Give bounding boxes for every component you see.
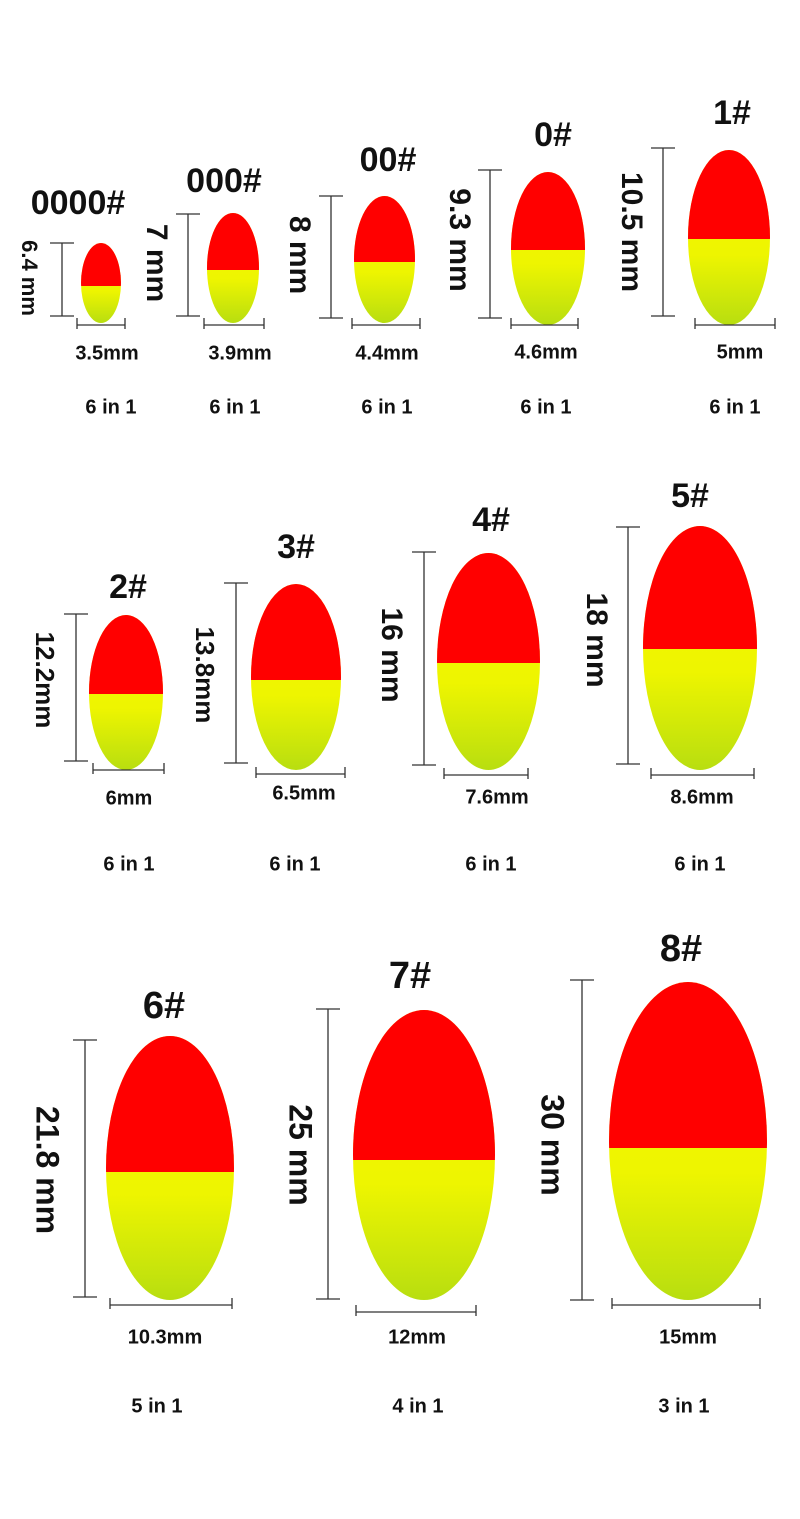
pack-label: 6 in 1 (85, 396, 136, 418)
height-label: 18 mm (580, 592, 613, 687)
float-red-top (437, 553, 540, 663)
float-item: 1# 10.5 mm 5mm 6 in 1 (615, 94, 776, 418)
pack-label: 5 in 1 (131, 1395, 182, 1417)
height-label: 10.5 mm (615, 172, 648, 292)
float-red-top (207, 213, 259, 270)
size-label: 4# (472, 501, 510, 539)
float-item: 5# 18 mm 8.6mm 6 in 1 (580, 477, 757, 875)
width-label: 4.6mm (514, 341, 577, 363)
pack-label: 6 in 1 (709, 396, 760, 418)
float-item: 3# 13.8mm 6.5mm 6 in 1 (190, 528, 346, 875)
height-label: 13.8mm (190, 627, 220, 724)
float-red-top (106, 1036, 234, 1172)
height-label: 21.8 mm (30, 1106, 66, 1234)
pack-label: 3 in 1 (658, 1395, 709, 1417)
float-item: 0000# 6.4 mm 3.5mm 6 in 1 (17, 184, 139, 418)
width-label: 5mm (717, 341, 764, 363)
float-item: 8# 30 mm 15mm 3 in 1 (535, 928, 767, 1417)
size-label: 1# (713, 94, 751, 132)
pack-label: 6 in 1 (209, 396, 260, 418)
height-label: 8 mm (283, 216, 316, 294)
height-label: 6.4 mm (17, 240, 42, 316)
pack-label: 6 in 1 (103, 853, 154, 875)
pack-label: 6 in 1 (465, 853, 516, 875)
pack-label: 4 in 1 (392, 1395, 443, 1417)
width-label: 15mm (659, 1326, 717, 1348)
width-label: 12mm (388, 1326, 446, 1348)
width-label: 8.6mm (670, 786, 733, 808)
size-label: 00# (360, 141, 417, 179)
size-label: 000# (186, 162, 262, 200)
float-item: 00# 8 mm 4.4mm 6 in 1 (283, 141, 421, 418)
float-red-top (353, 1010, 495, 1160)
height-label: 25 mm (283, 1104, 319, 1205)
float-item: 7# 25 mm 12mm 4 in 1 (283, 955, 495, 1417)
height-label: 16 mm (375, 607, 408, 702)
height-label: 30 mm (535, 1094, 571, 1195)
size-label: 3# (277, 528, 315, 566)
pack-label: 6 in 1 (361, 396, 412, 418)
width-label: 6mm (106, 787, 153, 809)
size-label: 5# (671, 477, 709, 515)
float-red-top (511, 172, 585, 250)
float-red-top (643, 526, 757, 649)
float-red-top (89, 615, 163, 694)
float-red-top (609, 982, 767, 1148)
size-label: 8# (660, 928, 702, 970)
float-item: 0# 9.3 mm 4.6mm 6 in 1 (443, 116, 585, 418)
width-label: 6.5mm (272, 782, 335, 804)
float-red-top (251, 584, 341, 680)
float-red-top (81, 243, 121, 286)
float-item: 4# 16 mm 7.6mm 6 in 1 (375, 501, 540, 875)
width-label: 4.4mm (355, 342, 418, 364)
height-label: 12.2mm (30, 632, 60, 729)
size-label: 2# (109, 568, 147, 606)
pack-label: 6 in 1 (674, 853, 725, 875)
width-label: 10.3mm (128, 1326, 203, 1348)
float-red-top (688, 150, 770, 239)
size-label: 0000# (31, 184, 126, 222)
float-item: 6# 21.8 mm 10.3mm 5 in 1 (30, 985, 234, 1417)
width-label: 3.9mm (208, 342, 271, 364)
float-red-top (354, 196, 415, 262)
float-item: 2# 12.2mm 6mm 6 in 1 (30, 568, 165, 875)
height-label: 7 mm (140, 224, 173, 302)
size-label: 7# (389, 955, 431, 997)
size-label: 0# (534, 116, 572, 154)
pack-label: 6 in 1 (269, 853, 320, 875)
width-label: 3.5mm (75, 342, 138, 364)
float-item: 000# 7 mm 3.9mm 6 in 1 (140, 162, 272, 418)
width-label: 7.6mm (465, 786, 528, 808)
size-label: 6# (143, 985, 185, 1027)
height-label: 9.3 mm (443, 188, 476, 291)
pack-label: 6 in 1 (520, 396, 571, 418)
